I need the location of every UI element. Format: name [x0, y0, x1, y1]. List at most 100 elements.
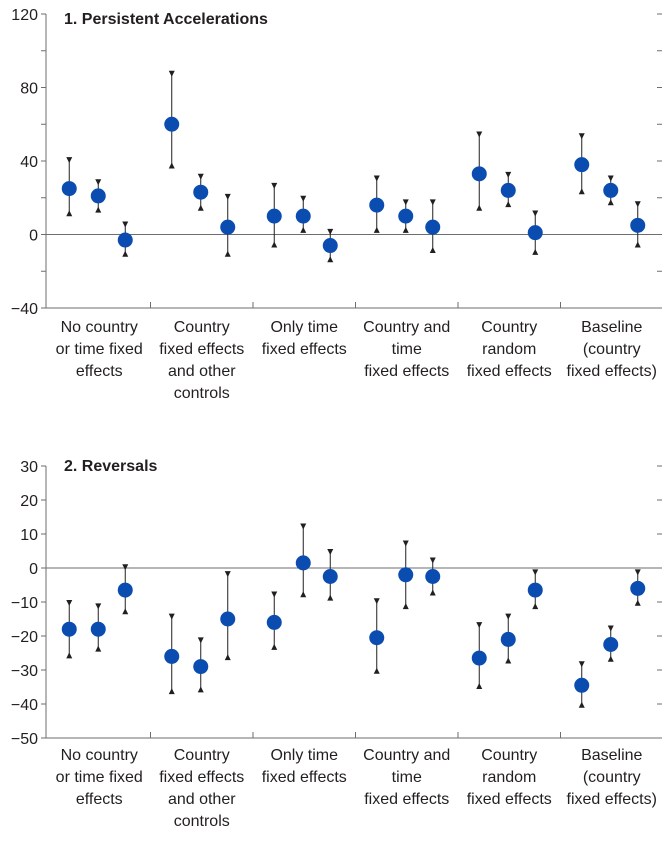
error-bar-cap-high — [168, 613, 175, 620]
error-bar-cap-low — [327, 594, 334, 601]
error-bar-cap-high — [224, 571, 231, 578]
data-point — [603, 637, 619, 652]
error-bar-cap-high — [476, 622, 483, 629]
data-point — [398, 208, 414, 224]
x-category-label: fixed effects — [159, 769, 244, 786]
x-category-label: Only time — [270, 747, 338, 764]
y-tick-label: −20 — [11, 629, 38, 646]
x-category-label: fixed effects — [467, 363, 552, 380]
x-category-label: or time fixed — [56, 341, 143, 358]
error-bar-cap-high — [300, 523, 307, 530]
y-tick-label: −10 — [11, 595, 38, 612]
error-bar-cap-high — [197, 173, 204, 180]
data-point — [322, 569, 338, 584]
error-bar-cap-high — [95, 603, 102, 610]
error-bar-cap-high — [402, 540, 409, 547]
data-point — [117, 582, 133, 598]
x-category-label: Country — [481, 747, 537, 764]
y-tick-label: 40 — [20, 154, 38, 171]
data-point — [193, 184, 209, 200]
error-bar-cap-low — [634, 599, 641, 606]
data-point — [266, 614, 282, 630]
error-bar-cap-low — [402, 226, 409, 233]
data-point — [471, 166, 487, 182]
error-bar-cap-high — [122, 221, 129, 228]
data-point — [500, 182, 516, 198]
data-point — [398, 567, 414, 583]
data-point — [61, 621, 77, 637]
x-category-label: fixed effects — [364, 363, 449, 380]
data-point — [471, 650, 487, 666]
x-category-label: Country — [481, 319, 537, 336]
x-category-label: Country and — [363, 747, 450, 764]
error-bar-cap-high — [634, 201, 641, 208]
data-point — [603, 182, 619, 198]
error-bar-cap-high — [271, 591, 278, 598]
x-category-label: effects — [76, 791, 123, 808]
error-bar-cap-low — [607, 655, 614, 662]
x-category-label: Baseline — [581, 747, 642, 764]
error-bar-cap-high — [327, 228, 334, 235]
error-bar-cap-low — [122, 250, 129, 257]
x-category-label: controls — [174, 385, 230, 402]
x-category-label: Country — [174, 319, 230, 336]
y-tick-label: 30 — [20, 459, 38, 476]
error-bar-cap-high — [197, 637, 204, 644]
error-bar-cap-low — [429, 589, 436, 596]
y-tick-label: 20 — [20, 493, 38, 510]
data-point — [527, 582, 543, 598]
x-category-label: fixed effects — [364, 791, 449, 808]
data-point — [164, 116, 180, 132]
error-bar-cap-low — [66, 210, 73, 217]
y-tick-label: 10 — [20, 527, 38, 544]
x-category-label: Only time — [270, 319, 338, 336]
x-category-label: effects — [76, 363, 123, 380]
error-bar-cap-low — [532, 603, 539, 610]
error-bar-cap-low — [476, 683, 483, 689]
x-category-label: Country — [174, 747, 230, 764]
error-bar-cap-low — [373, 667, 380, 674]
data-point — [369, 197, 385, 213]
x-category-label: controls — [174, 813, 230, 830]
error-bar-cap-high — [224, 193, 231, 200]
data-point — [500, 631, 516, 647]
error-bar-cap-low — [300, 591, 307, 598]
y-tick-label: −50 — [11, 731, 38, 748]
error-bar-cap-low — [66, 652, 73, 659]
data-point — [322, 238, 338, 254]
error-bar-cap-low — [373, 226, 380, 233]
error-bar-cap-high — [66, 157, 73, 164]
data-point — [117, 232, 133, 248]
data-point — [527, 225, 543, 241]
x-category-label: fixed effects — [467, 791, 552, 808]
data-point — [425, 569, 441, 584]
x-category-label: and other — [168, 363, 236, 380]
error-bar-cap-high — [429, 557, 436, 564]
data-point — [220, 611, 236, 627]
data-point — [574, 677, 590, 693]
x-category-label: fixed effects — [262, 341, 347, 358]
data-point — [61, 181, 77, 197]
x-category-label: Country and — [363, 319, 450, 336]
error-bar-cap-high — [578, 661, 585, 668]
data-point — [425, 219, 441, 235]
error-bar-cap-low — [429, 247, 436, 254]
x-category-label: time — [392, 341, 422, 358]
x-category-label: fixed effects — [159, 341, 244, 358]
x-category-label: Baseline — [581, 319, 642, 336]
error-bar-cap-low — [95, 206, 102, 213]
chart-title: 1. Persistent Accelerations — [64, 11, 268, 28]
chart-title: 2. Reversals — [64, 458, 158, 475]
y-tick-label: 0 — [29, 228, 38, 245]
error-bar-cap-high — [429, 199, 436, 206]
error-bar-cap-low — [197, 204, 204, 211]
y-tick-label: −40 — [11, 301, 38, 318]
error-bar-cap-high — [373, 175, 380, 182]
panel-reversals: −50 −40 −30 −20 −10 0 10 20 30 2. Reversals No cou… — [11, 458, 662, 830]
error-bar-cap-high — [634, 569, 641, 576]
x-category-label: and other — [168, 791, 236, 808]
error-bar-cap-high — [95, 179, 102, 186]
error-bar-cap-high — [532, 210, 539, 217]
error-bar-cap-low — [271, 241, 278, 248]
data-point — [90, 188, 106, 204]
